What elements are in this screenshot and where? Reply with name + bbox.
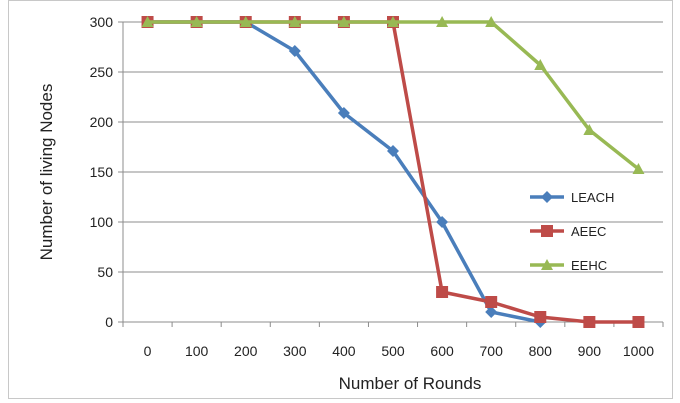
data-point <box>141 16 154 27</box>
legend-item-aeec: AEEC <box>530 224 606 239</box>
x-tick-label: 900 <box>578 343 602 359</box>
legend-marker <box>541 259 553 270</box>
data-point <box>387 16 399 27</box>
data-point <box>436 16 449 27</box>
x-tick-label: 700 <box>480 343 504 359</box>
data-point <box>387 145 399 157</box>
y-tick-label: 200 <box>90 114 114 130</box>
x-tick-label: 1000 <box>623 343 654 359</box>
legend-label: EEHC <box>571 258 607 273</box>
data-point <box>485 16 498 27</box>
legend-item-leach: LEACH <box>530 190 614 205</box>
y-tick-labels: 0 50 100 150 200 250 300 <box>90 14 114 330</box>
x-tick-label: 100 <box>185 343 209 359</box>
x-tick-label: 300 <box>283 343 307 359</box>
data-point <box>436 286 449 298</box>
legend: LEACH AEEC EEHC <box>530 190 614 273</box>
chart-border <box>8 0 673 399</box>
legend-label: LEACH <box>571 190 614 205</box>
data-point <box>534 59 547 70</box>
y-tick-label: 300 <box>90 14 114 30</box>
y-tick-label: 150 <box>90 164 114 180</box>
x-tick-labels: 0 100 200 300 400 500 600 700 800 900 1000 <box>144 343 655 359</box>
series <box>141 16 645 328</box>
y-axis-title: Number of living Nodes <box>37 84 56 261</box>
x-axis-title: Number of Rounds <box>339 374 482 393</box>
data-point <box>485 306 498 318</box>
legend-label: AEEC <box>571 224 606 239</box>
x-tick-label: 200 <box>234 343 258 359</box>
data-point <box>485 296 498 308</box>
data-point <box>583 316 596 328</box>
x-tick-label: 500 <box>381 343 405 359</box>
y-tick-label: 0 <box>105 314 113 330</box>
x-tick-label: 400 <box>332 343 356 359</box>
x-tick-label: 600 <box>430 343 454 359</box>
data-point <box>190 16 203 27</box>
data-point <box>632 163 645 174</box>
legend-marker <box>541 191 553 203</box>
data-point <box>337 16 350 27</box>
data-point <box>436 216 449 228</box>
series-eehc <box>141 16 645 174</box>
legend-item-eehc: EEHC <box>530 258 607 273</box>
y-tick-label: 100 <box>90 214 114 230</box>
data-point <box>632 316 645 328</box>
data-point <box>288 16 301 27</box>
y-tick-label: 250 <box>90 64 114 80</box>
x-tick-label: 800 <box>529 343 553 359</box>
y-tick-label: 50 <box>97 264 113 280</box>
data-point <box>288 45 301 57</box>
x-tick-label: 0 <box>144 343 152 359</box>
data-point <box>534 311 547 323</box>
data-point <box>337 107 350 119</box>
legend-marker <box>541 225 553 237</box>
data-point <box>583 124 596 135</box>
data-point <box>239 16 252 27</box>
